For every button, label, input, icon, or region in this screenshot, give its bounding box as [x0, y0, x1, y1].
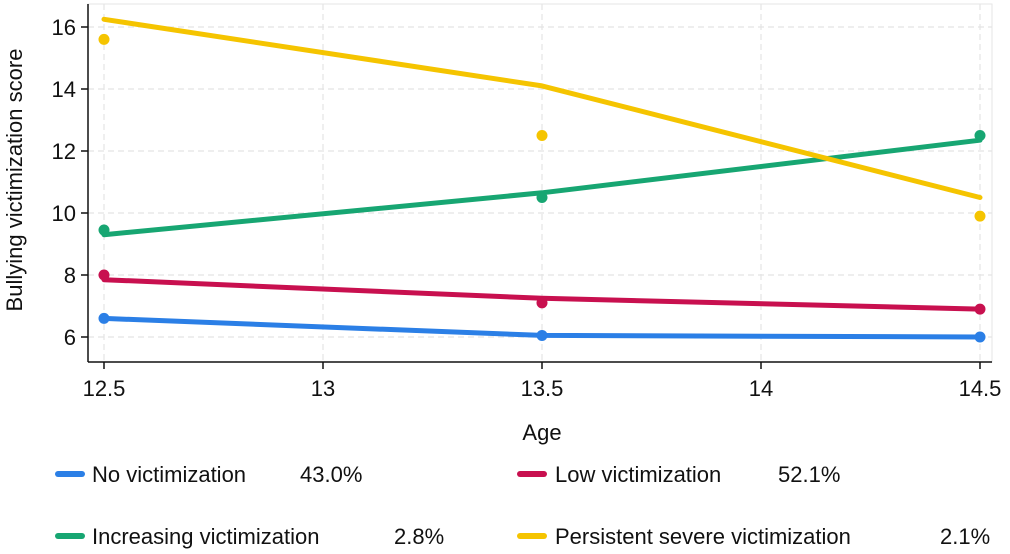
- legend-label-persistent-severe-victimization: Persistent severe victimization: [555, 524, 851, 549]
- data-point-low-victimization: [98, 269, 110, 281]
- x-tick-label: 13: [311, 376, 335, 401]
- legend: No victimization 43.0% Low victimization…: [55, 462, 990, 549]
- legend-percent-persistent-severe-victimization: 2.1%: [940, 524, 990, 549]
- series-low-victimization: [98, 269, 986, 315]
- series-persistent-severe-victimization: [98, 16, 986, 222]
- y-tick-label: 16: [52, 15, 76, 40]
- data-point-low-victimization: [974, 303, 986, 315]
- x-tick-label: 12.5: [83, 376, 126, 401]
- series-layer: [98, 16, 986, 343]
- series-no-victimization: [98, 312, 986, 343]
- y-tick-label: 10: [52, 201, 76, 226]
- y-tick-label: 8: [64, 263, 76, 288]
- series-line-persistent-severe-victimization: [101, 16, 983, 200]
- legend-percent-increasing-victimization: 2.8%: [394, 524, 444, 549]
- data-point-no-victimization: [536, 329, 548, 341]
- data-point-increasing-victimization: [98, 224, 110, 236]
- data-point-increasing-victimization: [536, 192, 548, 203]
- legend-label-low-victimization: Low victimization: [555, 462, 721, 487]
- y-tick-label: 12: [52, 139, 76, 164]
- x-axis-title: Age: [522, 420, 561, 445]
- data-point-persistent-severe-victimization: [98, 33, 110, 45]
- y-tick-label: 6: [64, 325, 76, 350]
- data-point-no-victimization: [974, 331, 986, 343]
- legend-percent-low-victimization: 52.1%: [778, 462, 840, 487]
- data-point-persistent-severe-victimization: [536, 130, 548, 141]
- legend-percent-no-victimization: 43.0%: [300, 462, 362, 487]
- legend-label-no-victimization: No victimization: [92, 462, 246, 487]
- y-axis-title: Bullying victimization score: [2, 49, 27, 312]
- data-point-low-victimization: [536, 297, 548, 309]
- y-tick-label: 14: [52, 77, 76, 102]
- data-point-increasing-victimization: [974, 130, 986, 141]
- legend-label-increasing-victimization: Increasing victimization: [92, 524, 319, 549]
- x-tick-label: 14: [749, 376, 773, 401]
- x-tick-label: 13.5: [521, 376, 564, 401]
- data-point-no-victimization: [98, 312, 110, 324]
- axes: 6 8 10 12 14 16 12.5 13 13.5 14 14.5: [52, 4, 1002, 401]
- data-point-persistent-severe-victimization: [974, 210, 986, 222]
- x-tick-label: 14.5: [959, 376, 1002, 401]
